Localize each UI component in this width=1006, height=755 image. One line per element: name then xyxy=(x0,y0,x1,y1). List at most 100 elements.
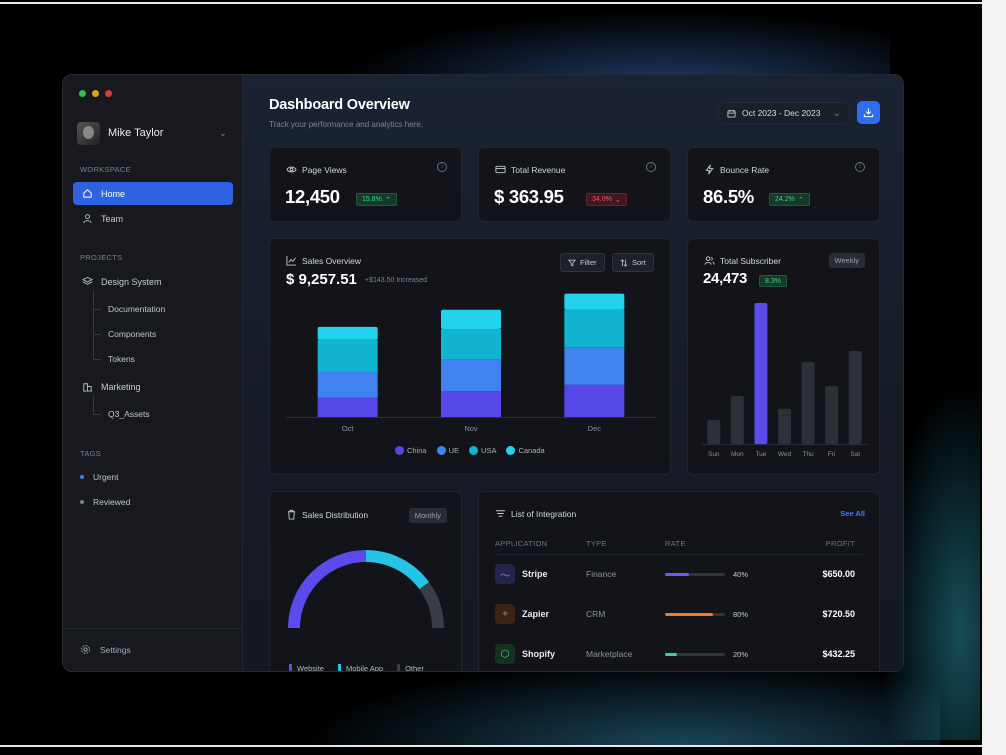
bar-segment-usa-dec xyxy=(564,309,625,348)
minimize-button[interactable] xyxy=(92,90,99,97)
sidebar-subitem-q3-assets[interactable]: Q3_Assets xyxy=(108,409,150,419)
eye-icon xyxy=(286,164,297,175)
sidebar-subitem-tokens[interactable]: Tokens xyxy=(108,354,135,364)
card-title-label: List of Integration xyxy=(511,508,577,519)
window-controls xyxy=(79,90,112,97)
x-tick-label: Sat xyxy=(850,451,860,458)
zapier-icon: + xyxy=(495,604,515,624)
app-type: Marketplace xyxy=(586,649,633,659)
period-select-weekly[interactable]: Weekly xyxy=(828,253,865,268)
table-divider xyxy=(495,554,863,555)
bolt-icon xyxy=(704,164,715,175)
card-icon xyxy=(495,164,506,175)
tag-urgent[interactable]: Urgent xyxy=(80,472,119,482)
info-icon[interactable]: i xyxy=(437,162,447,172)
legend-item-mobile-app: Mobile App xyxy=(337,664,383,671)
app-type: Finance xyxy=(586,569,617,579)
bar-tue xyxy=(754,303,768,444)
card-title-label: Total Subscriber xyxy=(720,255,781,266)
layers-icon xyxy=(81,276,93,288)
gauge-segment-mobile-app xyxy=(365,550,430,590)
bar-segment-canada-dec xyxy=(564,293,625,310)
line-chart-icon xyxy=(286,255,297,266)
bar-segment-china-oct xyxy=(317,397,378,417)
backdrop-strip xyxy=(982,0,1006,755)
change-value: 24.2% xyxy=(775,196,795,203)
tree-tick xyxy=(93,359,101,360)
rate-value: 40% xyxy=(733,570,749,579)
sales-increase-note: +$143.50 Increased xyxy=(365,277,428,284)
info-icon[interactable]: i xyxy=(646,162,656,172)
bar-segment-china-nov xyxy=(441,391,501,417)
sidebar-subitem-documentation[interactable]: Documentation xyxy=(108,304,166,314)
stat-value: $ 363.95 xyxy=(494,186,564,207)
user-icon xyxy=(81,213,93,225)
sidebar-item-team[interactable]: Team xyxy=(73,207,233,230)
chevron-up-icon: ⌃ xyxy=(384,196,391,204)
settings-button[interactable]: Settings xyxy=(80,644,131,655)
column-header: TYPE xyxy=(586,539,607,548)
gear-icon xyxy=(80,644,91,655)
stat-card-page-views: Page Views i 12,450 15.8% ⌃ xyxy=(269,147,462,222)
date-range-label: Oct 2023 - Dec 2023 xyxy=(742,108,821,118)
gauge-segment-website xyxy=(288,550,367,629)
change-badge: 24.2% ⌃ xyxy=(769,193,810,206)
rate-bar xyxy=(665,613,725,616)
sidebar: Mike Taylor ⌄ WORKSPACE Home Team PROJEC… xyxy=(63,75,243,671)
date-range-picker[interactable]: Oct 2023 - Dec 2023 ⌄ xyxy=(718,102,850,124)
change-value: 8.3% xyxy=(765,277,781,285)
sidebar-divider xyxy=(63,628,243,629)
table-row[interactable]: ⬡ Shopify Marketplace 20% $432.25 xyxy=(479,644,879,671)
frame-line xyxy=(0,745,982,747)
legend-item-website: Website xyxy=(289,664,324,671)
integrations-card: List of Integration See All APPLICATION … xyxy=(478,491,880,671)
legend-item-canada: Canada xyxy=(506,446,545,455)
sidebar-item-home[interactable]: Home xyxy=(73,182,233,205)
bar-segment-ue-oct xyxy=(317,371,378,398)
main-content: Dashboard Overview Track your performanc… xyxy=(243,75,903,671)
sort-label: Sort xyxy=(632,258,646,267)
sidebar-subitem-components[interactable]: Components xyxy=(108,329,157,339)
maximize-button[interactable] xyxy=(79,90,86,97)
chevron-down-icon: ⌄ xyxy=(614,196,621,204)
app-name: Zapier xyxy=(522,609,550,619)
see-all-link[interactable]: See All xyxy=(840,509,865,518)
close-button[interactable] xyxy=(105,90,112,97)
bar-mon xyxy=(730,396,744,444)
chevron-up-icon: ⌃ xyxy=(797,196,804,204)
column-header: PROFIT xyxy=(825,539,855,548)
table-row[interactable]: + Zapier CRM 80% $720.50 xyxy=(479,604,879,644)
change-value: 34.0% xyxy=(592,196,612,203)
bar-sat xyxy=(848,350,862,444)
profile-switcher[interactable]: Mike Taylor ⌄ xyxy=(77,121,227,145)
distribution-legend: Website Mobile App Other xyxy=(289,664,424,671)
filter-button[interactable]: Filter xyxy=(560,253,605,272)
bar-wed xyxy=(778,408,791,444)
sidebar-item-design-system[interactable]: Design System xyxy=(73,270,233,293)
card-title: Total Subscriber xyxy=(704,255,781,266)
sidebar-item-marketing[interactable]: Marketing xyxy=(73,375,233,398)
x-tick-label: Tue xyxy=(755,451,766,458)
profile-name: Mike Taylor xyxy=(108,127,164,139)
change-value: 15.8% xyxy=(362,196,382,203)
sort-button[interactable]: Sort xyxy=(612,253,654,272)
table-row[interactable]: 〜 Stripe Finance 40% $650.00 xyxy=(479,564,879,604)
sidebar-item-label: Design System xyxy=(101,276,162,287)
tree-line xyxy=(93,395,94,414)
x-tick-label: Nov xyxy=(464,424,478,433)
tag-reviewed[interactable]: Reviewed xyxy=(80,497,130,507)
legend-item-usa: USA xyxy=(469,446,496,455)
sort-icon xyxy=(620,258,628,267)
download-button[interactable] xyxy=(857,101,880,124)
bar-segment-canada-oct xyxy=(317,326,378,340)
period-select-monthly[interactable]: Monthly xyxy=(408,508,447,523)
calendar-icon xyxy=(727,109,736,118)
list-icon xyxy=(495,508,506,519)
users-icon xyxy=(704,255,715,266)
app-type: CRM xyxy=(586,609,606,619)
card-title: Page Views xyxy=(286,164,347,175)
sales-distribution-card: Sales Distribution Monthly Website Mobil… xyxy=(269,491,462,671)
section-label-workspace: WORKSPACE xyxy=(80,165,131,174)
info-icon[interactable]: i xyxy=(855,162,865,172)
download-icon xyxy=(863,107,874,118)
